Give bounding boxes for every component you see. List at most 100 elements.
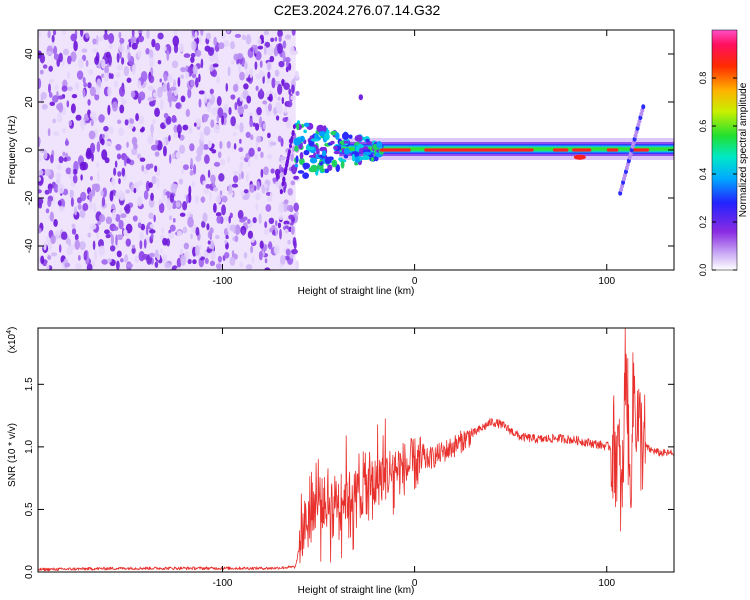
noise-blob (233, 224, 236, 234)
noise-blob (63, 157, 68, 162)
noise-blob (68, 120, 72, 127)
signal-core (572, 148, 592, 152)
noise-blob (224, 239, 227, 245)
noise-blob (213, 36, 217, 46)
noise-blob (108, 33, 115, 44)
noise-blob (249, 183, 256, 193)
noise-blob (209, 260, 216, 267)
noise-blob (216, 215, 222, 224)
noise-blob (188, 126, 193, 134)
noise-blob (262, 100, 268, 105)
noise-blob (162, 137, 167, 148)
noise-blob (125, 223, 133, 234)
noise-blob (78, 58, 84, 69)
signal-blob (324, 156, 332, 165)
noise-blob (79, 161, 87, 171)
spectrogram-y-tick-label: -40 (24, 238, 35, 253)
noise-blob (230, 94, 236, 100)
noise-blob (210, 119, 215, 128)
spectrogram-y-tick-label: 20 (24, 96, 35, 108)
noise-blob (74, 239, 80, 250)
signal-blob (343, 154, 349, 159)
signal-blob (299, 151, 304, 160)
noise-blob (65, 167, 72, 175)
colorbar-frame (711, 29, 738, 271)
colorbar-tick-label: 0.4 (698, 168, 708, 181)
signal-blob (319, 162, 323, 166)
noise-blob (81, 122, 85, 131)
noise-blob (149, 223, 155, 229)
noise-blob (259, 60, 263, 68)
noise-blob (198, 73, 201, 83)
noise-blob (94, 56, 100, 65)
noise-blob (132, 64, 136, 76)
colorbar-label: Normalized spectral amplitude (738, 82, 749, 217)
noise-blob (45, 208, 50, 214)
noise-blob (151, 119, 156, 125)
noise-blob (199, 244, 202, 251)
noise-blob (191, 181, 195, 188)
signal-blob (303, 129, 307, 134)
noise-blob (215, 212, 222, 217)
noise-blob (124, 119, 129, 126)
noise-blob (47, 198, 52, 208)
noise-blob (237, 105, 245, 115)
noise-blob (98, 245, 106, 256)
signal-blob (354, 134, 363, 142)
noise-blob (112, 226, 119, 231)
noise-blob (254, 122, 260, 131)
spectrogram-x-tick-label: -100 (212, 276, 232, 287)
noise-blob (57, 95, 64, 100)
noise-blob (255, 73, 261, 80)
figure-title: C2E3.2024.276.07.14.G32 (274, 2, 441, 18)
noise-blob (100, 138, 105, 146)
noise-blob (81, 48, 88, 53)
noise-blob (73, 40, 78, 52)
noise-blob (268, 217, 275, 225)
signal-streak (285, 162, 289, 168)
noise-blob (288, 62, 292, 71)
noise-blob (224, 251, 230, 259)
noise-blob (70, 103, 76, 114)
signal-blob (293, 175, 300, 180)
noise-blob (172, 218, 176, 223)
noise-blob (203, 187, 210, 194)
snr-frame (37, 327, 675, 573)
noise-blob (284, 34, 292, 40)
noise-blob (100, 190, 104, 197)
noise-blob (293, 202, 300, 212)
noise-blob (239, 161, 244, 168)
noise-blob (146, 30, 150, 40)
noise-blob (161, 227, 165, 234)
noise-blob (92, 48, 99, 53)
noise-blob (169, 154, 172, 164)
colorbar: 0.0 0.2 0.4 0.6 0.8 Normalized spectral ampl… (698, 29, 749, 276)
noise-blob (115, 72, 121, 78)
noise-blob (154, 42, 161, 51)
noise-blob (47, 128, 51, 137)
noise-blob (111, 177, 116, 186)
noise-blob (66, 247, 73, 256)
noise-blob (157, 59, 162, 65)
noise-blob (239, 94, 243, 102)
noise-blob (94, 249, 98, 261)
noise-blob (232, 175, 239, 183)
noise-blob (116, 153, 122, 160)
noise-blob (38, 189, 42, 194)
noise-blob (72, 174, 78, 184)
noise-blob (291, 30, 296, 36)
signal-blob (310, 138, 319, 142)
noise-blob (92, 38, 97, 45)
noise-blob (247, 159, 251, 167)
noise-blob (295, 70, 299, 79)
snr-series-line (38, 328, 674, 572)
noise-blob (69, 189, 74, 199)
snr-x-tick-label: 100 (598, 578, 615, 589)
noise-blob (149, 252, 155, 258)
noise-blob (83, 250, 88, 261)
noise-blob (137, 180, 144, 186)
noise-blob (38, 176, 42, 182)
isolated-blob (358, 94, 364, 101)
signal-blob (376, 143, 383, 148)
noise-blob (194, 194, 200, 204)
